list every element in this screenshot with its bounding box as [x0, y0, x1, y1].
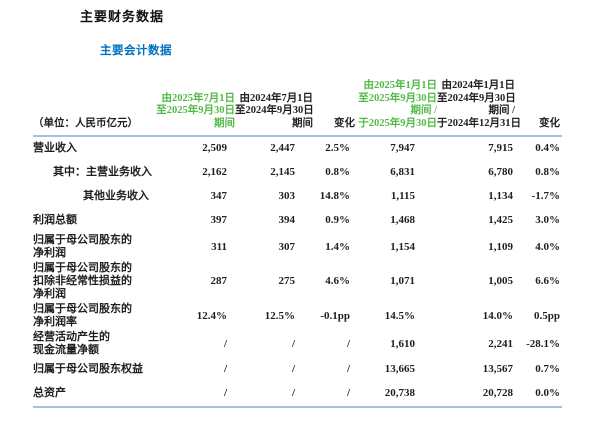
cell-value: 0.8%	[535, 166, 560, 178]
document-page: 主要财务数据 主要会计数据 （单位：人民币亿元） 由2025年7月1日 至2025年…	[0, 6, 600, 436]
cell-value: 1,154	[390, 240, 415, 253]
table-row: 归属于母公司股东的 净利润率 12.4% 12.5% -0.1pp 14.5% 14.0% 0…	[33, 302, 562, 330]
table-row: 归属于母公司股东权益 / / / 13,665 13,567 0.7%	[33, 358, 562, 382]
cell-value: 13,567	[482, 363, 513, 375]
cell-value: 347	[210, 190, 228, 202]
cell-value: 7,947	[390, 142, 415, 154]
cell-value: 13,665	[384, 363, 415, 375]
table-row: 利润总额 397 394 0.9% 1,468 1,425 3.0%	[33, 209, 562, 233]
cell-value: 1.4%	[325, 240, 350, 253]
table-row: 其他业务收入 347 303 14.8% 1,115 1,134 -1.7%	[33, 185, 562, 209]
cell-value: 3.0%	[535, 214, 560, 226]
cell-value: -0.1pp	[320, 309, 350, 322]
cell-value: 4.6%	[325, 275, 350, 287]
row-label: 总资产	[33, 382, 145, 408]
column-header-period-2025ytd: 由2025年1月1日 至2025年9月30日 期间 / 于2025年9月30日	[355, 80, 437, 137]
cell-value: 0.7%	[535, 363, 560, 375]
row-label: 其中：主营业务收入	[53, 166, 152, 178]
column-header-period-2024ytd: 由2024年1月1日 至2024年9月30日 期间 / 于2024年12月31日	[437, 80, 521, 137]
column-header-period-2025q3: 由2025年7月1日 至2025年9月30日 期间	[145, 80, 235, 137]
table-header: （单位：人民币亿元） 由2025年7月1日 至2025年9月30日 期间 由2024年7…	[33, 80, 562, 137]
cell-value: 287	[210, 275, 228, 287]
cell-value: 307	[278, 240, 296, 253]
cell-value: 1,134	[488, 190, 513, 202]
cell-value: 1,071	[390, 275, 415, 287]
cell-value: 1,610	[390, 337, 415, 350]
cell-value: /	[223, 363, 227, 375]
cell-value: 1,115	[390, 190, 415, 202]
cell-value: 20,738	[355, 382, 437, 408]
table-row: 总资产 / //20,738 20,728 0.0%	[33, 382, 562, 408]
unit-label: （单位：人民币亿元）	[33, 80, 145, 137]
cell-value: /	[145, 382, 235, 408]
table-row: 其中：主营业务收入 2,162 2,145 0.8% 6,831 6,780 0.8%	[33, 161, 562, 185]
column-header-period-2024q3: 由2024年7月1日 至2024年9月30日 期间	[235, 80, 314, 137]
row-label: 经营活动产生的 现金流量净额	[33, 331, 110, 356]
cell-value: 14.0%	[482, 309, 513, 322]
cell-value: 2,509	[202, 142, 227, 154]
column-header-change-quarter: 变化	[313, 80, 355, 137]
cell-value: 2,162	[202, 166, 227, 178]
cell-value: 6.6%	[535, 275, 560, 287]
cell-value: 0.0%	[515, 382, 562, 408]
row-label: 归属于母公司股东的 扣除非经常性损益的 净利润	[33, 262, 132, 300]
table-row: 营业收入 2,509 2,447 2.5% 7,947 7,915 0.4%	[33, 136, 562, 161]
cell-value: /	[291, 363, 295, 375]
cell-value: 0.9%	[325, 214, 350, 226]
cell-value: /	[223, 337, 227, 350]
section-subtitle: 主要会计数据	[100, 45, 172, 57]
cell-value: 303	[278, 190, 296, 202]
cell-value: -1.7%	[531, 190, 560, 202]
cell-value: /	[346, 363, 350, 375]
row-label: 归属于母公司股东权益	[33, 363, 143, 375]
cell-value: 275	[278, 275, 296, 287]
cell-value: -28.1%	[526, 337, 560, 350]
row-label: 利润总额	[33, 214, 77, 226]
cell-value: /	[346, 337, 350, 350]
row-label: 营业收入	[33, 142, 77, 154]
cell-value: /	[291, 337, 295, 350]
table-row: 经营活动产生的 现金流量净额 / / / 1,610 2,241 -28.1%	[33, 330, 562, 358]
cell-value: /	[313, 382, 355, 408]
table-body: 营业收入 2,509 2,447 2.5% 7,947 7,915 0.4% 其中：主营业务收…	[33, 136, 562, 408]
cell-value: 7,915	[488, 142, 513, 154]
cell-value: 2,145	[270, 166, 295, 178]
cell-value: 311	[211, 240, 227, 253]
cell-value: 1,109	[488, 240, 513, 253]
table-row: 归属于母公司股东的 扣除非经常性损益的 净利润 287 275 4.6% 1,071 1,00…	[33, 261, 562, 302]
cell-value: 2.5%	[325, 142, 350, 154]
cell-value: 20,728	[437, 382, 515, 408]
financial-table: （单位：人民币亿元） 由2025年7月1日 至2025年9月30日 期间 由2024年7…	[33, 80, 562, 408]
header-row: （单位：人民币亿元） 由2025年7月1日 至2025年9月30日 期间 由2024年7…	[33, 80, 562, 137]
row-label: 归属于母公司股东的 净利润	[33, 234, 132, 259]
cell-value: 394	[278, 214, 296, 226]
column-header-change-ytd: 变化	[515, 80, 562, 137]
page-title: 主要财务数据	[80, 9, 165, 24]
cell-value: 0.8%	[325, 166, 350, 178]
table-row: 归属于母公司股东的 净利润 311 307 1.4% 1,154 1,109 4.0%	[33, 233, 562, 261]
cell-value: 12.4%	[196, 309, 227, 322]
cell-value: 4.0%	[535, 240, 560, 253]
cell-value: 1,468	[390, 214, 415, 226]
cell-value: 12.5%	[264, 309, 295, 322]
cell-value: /	[235, 382, 313, 408]
cell-value: 6,831	[390, 166, 415, 178]
cell-value: 0.5pp	[534, 309, 560, 322]
cell-value: 14.5%	[384, 309, 415, 322]
row-label: 归属于母公司股东的 净利润率	[33, 303, 132, 328]
cell-value: 397	[210, 214, 228, 226]
cell-value: 2,447	[270, 142, 295, 154]
cell-value: 2,241	[488, 337, 513, 350]
cell-value: 1,425	[488, 214, 513, 226]
cell-value: 14.8%	[319, 190, 350, 202]
cell-value: 0.4%	[535, 142, 560, 154]
cell-value: 1,005	[488, 275, 513, 287]
row-label: 其他业务收入	[83, 190, 149, 202]
cell-value: 6,780	[488, 166, 513, 178]
